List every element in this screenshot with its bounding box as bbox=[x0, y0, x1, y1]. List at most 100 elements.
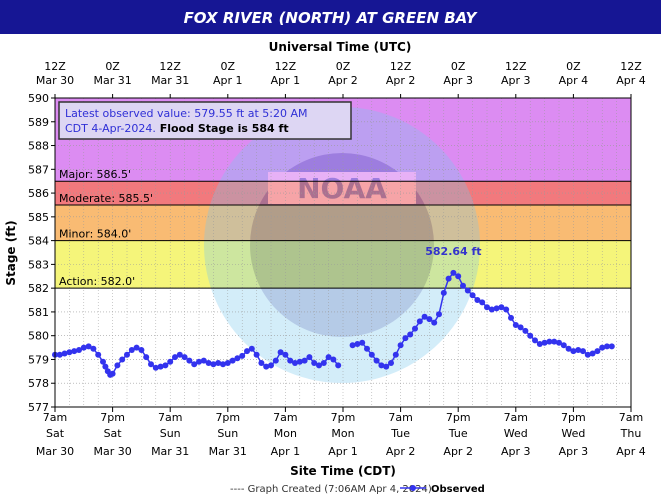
observed-point bbox=[80, 344, 87, 351]
x-tick-label-utc-time: 12Z bbox=[275, 60, 297, 73]
x-tick-label-time: 7pm bbox=[100, 411, 125, 424]
observed-point bbox=[503, 306, 510, 313]
y-tick-label: 588 bbox=[28, 140, 49, 153]
observed-point bbox=[128, 347, 135, 353]
y-tick-label: 586 bbox=[28, 187, 49, 200]
observed-point bbox=[364, 345, 370, 352]
observed-point bbox=[133, 344, 140, 351]
x-tick-label-time: 7am bbox=[504, 411, 528, 424]
observed-point bbox=[556, 339, 562, 346]
observed-point bbox=[200, 357, 207, 364]
y-tick-label: 585 bbox=[28, 211, 49, 224]
observed-point bbox=[320, 360, 327, 366]
observed-point bbox=[152, 364, 159, 371]
chart-title: FOX RIVER (NORTH) AT GREEN BAY bbox=[184, 9, 479, 27]
observed-point bbox=[378, 362, 385, 369]
observed-point bbox=[191, 361, 198, 368]
observed-point bbox=[56, 351, 63, 358]
observed-point bbox=[196, 358, 202, 365]
observed-point bbox=[354, 341, 361, 347]
x-tick-label-day: Sat bbox=[46, 427, 65, 440]
x-tick-label-date: Mar 31 bbox=[151, 445, 189, 458]
observed-point bbox=[306, 354, 313, 361]
observed-point bbox=[61, 350, 68, 357]
observed-point bbox=[258, 360, 265, 366]
observed-point bbox=[517, 324, 524, 331]
threshold-label: Minor: 584.0' bbox=[59, 228, 131, 241]
observed-point bbox=[479, 299, 486, 306]
observed-point bbox=[440, 289, 447, 296]
x-tick-label-utc-time: 0Z bbox=[221, 60, 236, 73]
observed-point bbox=[527, 332, 534, 339]
x-tick-label-utc-time: 12Z bbox=[620, 60, 642, 73]
x-tick-label-date: Apr 3 bbox=[501, 445, 531, 458]
observed-point bbox=[388, 360, 394, 366]
x-tick-label-date: Apr 2 bbox=[443, 445, 473, 458]
peak-value-label: 582.64 ft bbox=[425, 245, 481, 258]
latest-value-box bbox=[58, 101, 352, 140]
observed-point bbox=[210, 361, 217, 368]
observed-point bbox=[498, 304, 505, 311]
observed-point bbox=[181, 354, 188, 361]
observed-point bbox=[412, 325, 418, 332]
x-tick-label-day: Mon bbox=[331, 427, 354, 440]
observed-point bbox=[167, 358, 174, 365]
observed-point bbox=[287, 357, 294, 364]
x-tick-label-utc-date: Apr 1 bbox=[213, 74, 243, 87]
latest-value-line-2: CDT 4-Apr-2024. Flood Stage is 584 ft bbox=[65, 122, 289, 135]
y-tick-label: 583 bbox=[28, 258, 49, 271]
x-tick-label-day: Wed bbox=[561, 427, 585, 440]
y-tick-label: 582 bbox=[28, 282, 49, 295]
x-tick-label-utc-date: Apr 1 bbox=[271, 74, 301, 87]
observed-point bbox=[224, 360, 231, 366]
observed-point bbox=[272, 357, 279, 364]
observed-series bbox=[52, 269, 615, 378]
observed-point bbox=[215, 360, 222, 366]
observed-point bbox=[335, 362, 342, 369]
x-tick-label-time: 7am bbox=[43, 411, 67, 424]
observed-point bbox=[426, 316, 433, 323]
observed-point bbox=[551, 338, 558, 345]
title-banner bbox=[0, 0, 661, 34]
observed-point bbox=[220, 361, 226, 368]
observed-point bbox=[532, 337, 538, 344]
observed-point bbox=[277, 349, 284, 356]
observed-point bbox=[95, 351, 102, 358]
observed-point bbox=[263, 363, 270, 370]
x-tick-label-time: 7am bbox=[273, 411, 297, 424]
x-tick-label-utc-date: Apr 2 bbox=[386, 74, 416, 87]
x-tick-label-utc-date: Mar 31 bbox=[93, 74, 131, 87]
x-tick-label-utc-time: 12Z bbox=[159, 60, 181, 73]
observed-point bbox=[436, 311, 442, 318]
observed-point bbox=[138, 347, 145, 353]
observed-point bbox=[330, 356, 337, 363]
x-tick-label-day: Sun bbox=[217, 427, 238, 440]
observed-point bbox=[608, 343, 615, 350]
x-tick-label-day: Sat bbox=[104, 427, 123, 440]
x-tick-label-date: Apr 2 bbox=[386, 445, 416, 458]
observed-point bbox=[421, 313, 428, 320]
x-tick-label-time: 7am bbox=[619, 411, 643, 424]
observed-point bbox=[460, 282, 466, 289]
observed-point bbox=[186, 357, 193, 364]
x-tick-label-utc-time: 0Z bbox=[105, 60, 120, 73]
observed-point bbox=[584, 351, 591, 358]
x-axis-ticks-cdt: 7am Sat Mar 30 7pm Sat Mar 30 7am Sun Mar 31 7pm S… bbox=[36, 407, 646, 458]
observed-point bbox=[229, 357, 236, 364]
observed-point bbox=[316, 362, 322, 369]
observed-point bbox=[368, 351, 375, 358]
x-tick-label-day: Tue bbox=[390, 427, 410, 440]
observed-point bbox=[244, 348, 250, 355]
observed-point bbox=[359, 339, 366, 346]
observed-point bbox=[349, 342, 356, 349]
observed-point bbox=[536, 341, 543, 347]
observed-point bbox=[124, 351, 130, 358]
threshold-label: Major: 586.5' bbox=[59, 168, 131, 181]
observed-point bbox=[560, 342, 567, 349]
observed-point bbox=[604, 343, 610, 350]
observed-point bbox=[248, 345, 255, 352]
legend-observed-label: Observed bbox=[431, 484, 485, 495]
observed-point bbox=[90, 345, 97, 352]
threshold-label: Moderate: 585.5' bbox=[59, 192, 153, 205]
x-tick-label-utc-date: Mar 30 bbox=[36, 74, 74, 87]
